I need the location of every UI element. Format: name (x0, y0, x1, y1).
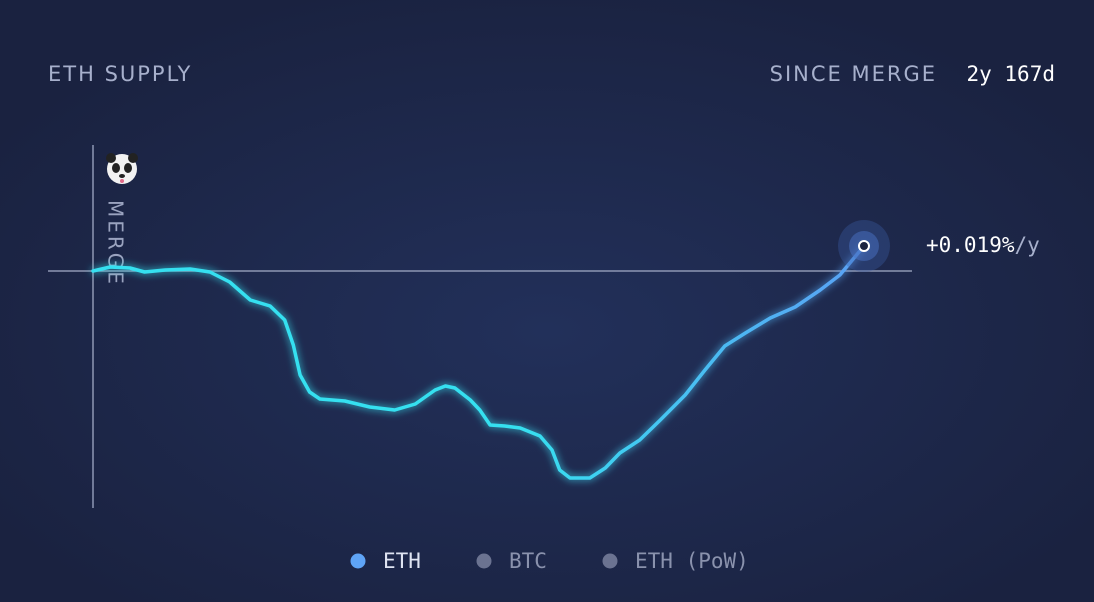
legend-dot (476, 553, 492, 569)
legend-label: ETH (383, 549, 421, 573)
legend-label: ETH (PoW) (635, 549, 749, 573)
end-point (858, 240, 870, 252)
merge-label: MERGE (104, 200, 128, 287)
period-label: SINCE MERGE (770, 62, 937, 86)
legend-label: BTC (509, 549, 547, 573)
legend-dot (602, 553, 618, 569)
end-label: +0.019%/y (926, 233, 1040, 257)
supply-line (91, 244, 866, 480)
title: ETH SUPPLY (48, 62, 192, 86)
legend-dot (350, 553, 366, 569)
panda-icon (106, 153, 138, 184)
period-value: 2y 167d (966, 62, 1055, 86)
